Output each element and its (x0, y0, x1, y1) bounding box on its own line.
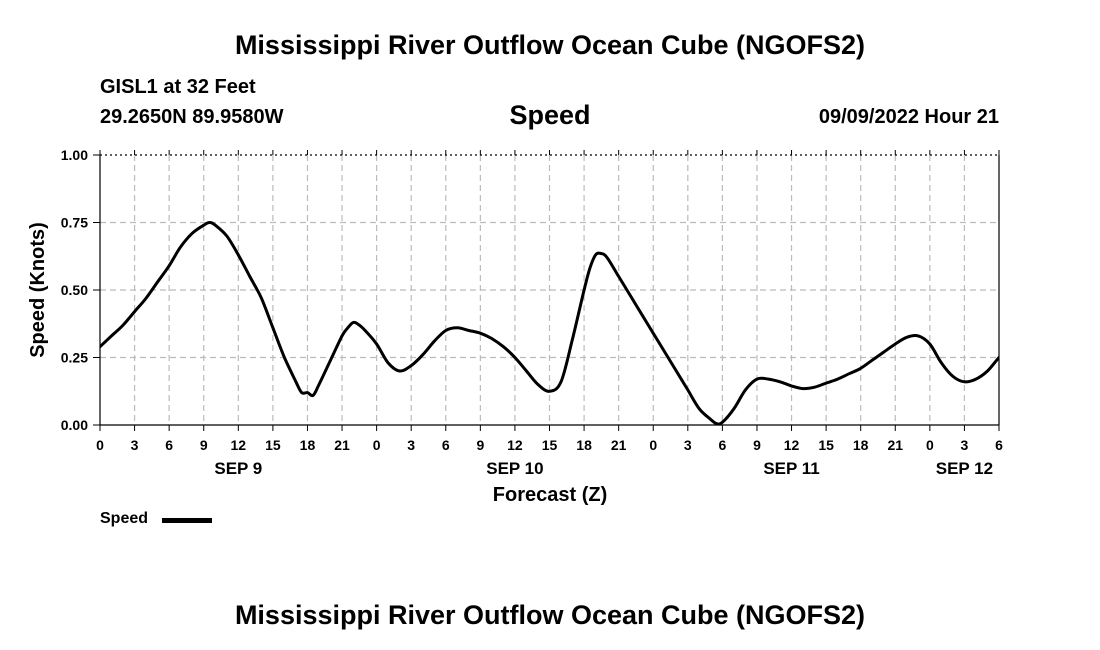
x-tick-label: 6 (995, 437, 1003, 453)
x-tick-label: 3 (961, 437, 969, 453)
y-tick-label: 0.50 (61, 282, 88, 298)
x-tick-label: 21 (611, 437, 627, 453)
station-coordinates: 29.2650N 89.9580W (100, 106, 284, 128)
x-tick-label: 0 (649, 437, 657, 453)
x-tick-label: 3 (684, 437, 692, 453)
x-tick-label: 6 (165, 437, 173, 453)
footer-title: Mississippi River Outflow Ocean Cube (NG… (234, 600, 866, 630)
day-label: SEP 12 (936, 459, 993, 478)
x-tick-label: 9 (200, 437, 208, 453)
grid (100, 155, 999, 425)
y-axis-title: Speed (Knots) (27, 222, 49, 358)
x-tick-label: 3 (407, 437, 415, 453)
x-tick-label: 6 (718, 437, 726, 453)
y-tick-label: 0.75 (61, 215, 88, 231)
y-tick-label: 0.00 (61, 417, 88, 433)
axis-labels: 0 3 6 9 12 15 18 21 0 3 6 9 12 15 18 21 0 3 6 9 12 15 18 21 0 3 6 0… (27, 147, 1003, 506)
x-tick-label: 12 (507, 437, 523, 453)
y-tick-label: 1.00 (61, 147, 88, 163)
x-tick-label: 18 (576, 437, 592, 453)
legend-swatch-speed (162, 518, 212, 523)
x-tick-label: 18 (853, 437, 869, 453)
day-label: SEP 10 (486, 459, 543, 478)
x-tick-label: 12 (784, 437, 800, 453)
legend-label-speed: Speed (100, 510, 149, 527)
chart-title: Speed (509, 100, 591, 130)
x-tick-label: 3 (131, 437, 139, 453)
x-tick-label: 15 (818, 437, 834, 453)
x-axis-title: Forecast (Z) (493, 484, 607, 506)
y-tick-label: 0.25 (61, 350, 88, 366)
x-tick-label: 12 (231, 437, 247, 453)
series-line-speed (100, 221, 999, 426)
x-tick-label: 18 (300, 437, 316, 453)
x-tick-label: 0 (926, 437, 934, 453)
x-tick-label: 21 (334, 437, 350, 453)
x-tick-label: 9 (753, 437, 761, 453)
axes (93, 150, 1000, 431)
x-tick-label: 15 (542, 437, 558, 453)
forecast-datetime: 09/09/2022 Hour 21 (818, 106, 999, 128)
series-layer (100, 221, 999, 426)
station-label: GISL1 at 32 Feet (100, 76, 256, 98)
x-tick-label: 15 (265, 437, 281, 453)
x-tick-label: 6 (442, 437, 450, 453)
x-tick-label: 9 (476, 437, 484, 453)
day-label: SEP 9 (214, 459, 262, 478)
x-tick-label: 0 (96, 437, 104, 453)
main-title: Mississippi River Outflow Ocean Cube (NG… (234, 30, 866, 60)
x-tick-label: 0 (373, 437, 381, 453)
day-label: SEP 11 (763, 459, 819, 478)
x-tick-label: 21 (887, 437, 903, 453)
